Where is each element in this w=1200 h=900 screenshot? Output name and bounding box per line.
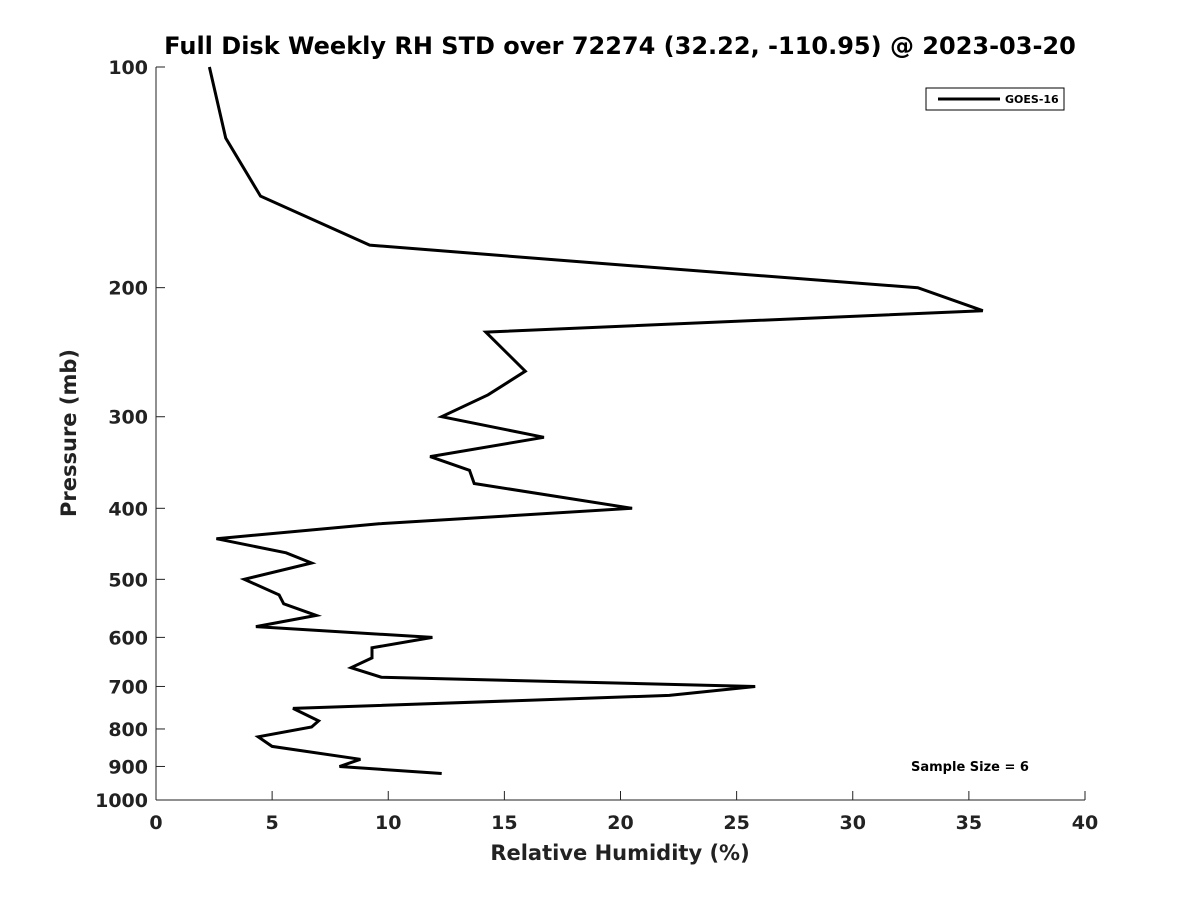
sample-size-annotation: Sample Size = 6 <box>911 760 1029 775</box>
y-tick-label: 800 <box>108 719 148 741</box>
x-tick-label: 30 <box>840 812 866 834</box>
y-tick-label: 300 <box>108 407 148 429</box>
y-tick-label: 1000 <box>95 790 148 812</box>
x-tick-label: 10 <box>375 812 401 834</box>
y-tick-label: 100 <box>108 57 148 79</box>
y-tick-label: 200 <box>108 278 148 300</box>
x-tick-label: 20 <box>607 812 633 834</box>
x-tick-label: 5 <box>266 812 279 834</box>
x-axis-label: Relative Humidity (%) <box>490 841 749 865</box>
y-axis-ticks: 100 200 300 400 500 600 700 800 900 1000 <box>95 57 165 812</box>
y-tick-label: 500 <box>108 569 148 591</box>
x-axis-ticks: 0 5 10 15 20 25 30 35 40 <box>149 791 1098 834</box>
x-tick-label: 40 <box>1072 812 1098 834</box>
y-tick-label: 400 <box>108 498 148 520</box>
legend: GOES-16 <box>925 87 1065 111</box>
x-tick-label: 0 <box>149 812 162 834</box>
chart-title: Full Disk Weekly RH STD over 72274 (32.2… <box>164 32 1076 60</box>
x-tick-label: 35 <box>956 812 982 834</box>
y-axis-label: Pressure (mb) <box>57 349 81 517</box>
legend-label-goes16: GOES-16 <box>1005 93 1059 106</box>
y-tick-label: 600 <box>108 627 148 649</box>
x-tick-label: 25 <box>723 812 749 834</box>
y-tick-label: 900 <box>108 756 148 778</box>
series-layer <box>207 66 984 775</box>
y-tick-label: 700 <box>108 676 148 698</box>
series-line-goes16 <box>207 66 984 775</box>
x-tick-label: 15 <box>491 812 517 834</box>
